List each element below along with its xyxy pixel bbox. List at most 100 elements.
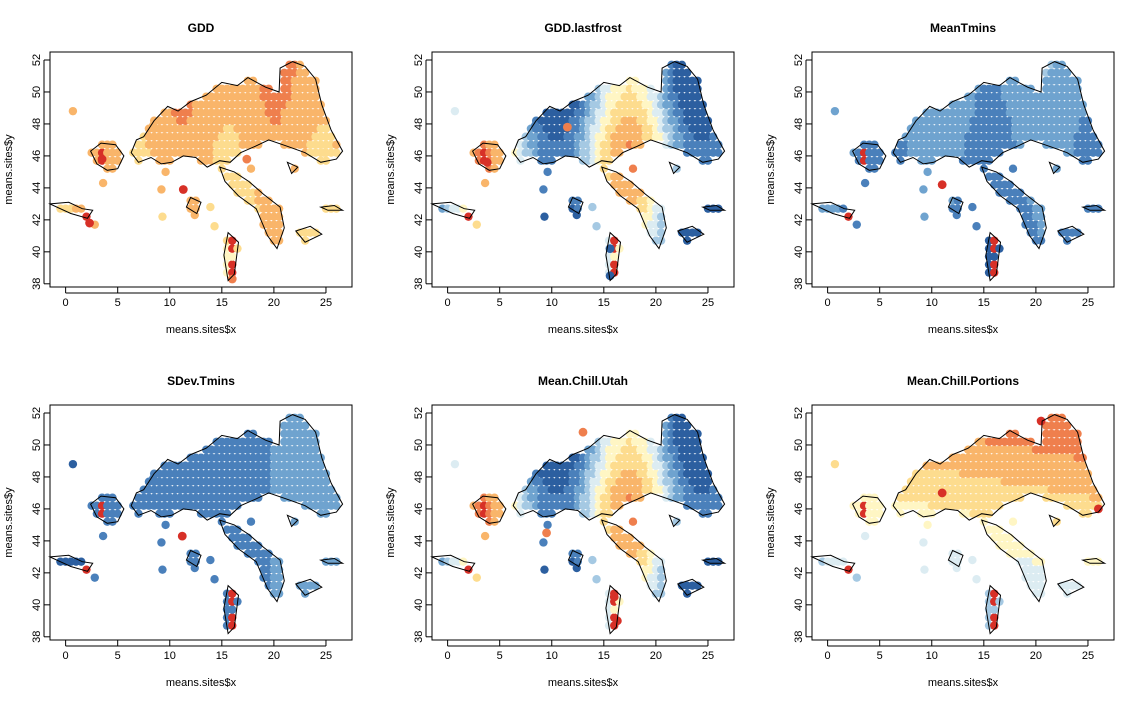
site-point bbox=[206, 202, 215, 212]
x-tick-label: 5 bbox=[877, 297, 883, 309]
site-point bbox=[615, 172, 624, 181]
site-point bbox=[714, 148, 723, 157]
site-point bbox=[995, 172, 1004, 181]
site-point-emphasis bbox=[227, 274, 237, 284]
coastline bbox=[892, 61, 1106, 168]
panel-title: SDev.Tmins bbox=[167, 374, 235, 388]
site-point bbox=[870, 517, 879, 526]
site-point bbox=[228, 260, 237, 269]
site-point bbox=[530, 121, 540, 130]
site-point bbox=[246, 517, 256, 526]
site-point bbox=[464, 212, 473, 221]
site-point bbox=[254, 188, 263, 197]
site-point-emphasis bbox=[937, 180, 947, 190]
y-tick-label: 40 bbox=[413, 599, 425, 611]
y-tick-label: 52 bbox=[413, 54, 425, 66]
site-point bbox=[1073, 445, 1082, 454]
site-point bbox=[1062, 421, 1072, 430]
site-point bbox=[311, 92, 320, 101]
site-point bbox=[896, 156, 905, 165]
site-point bbox=[148, 474, 158, 483]
site-point bbox=[157, 185, 166, 194]
coastline bbox=[600, 166, 667, 250]
site-point bbox=[628, 517, 638, 526]
coastline bbox=[605, 584, 622, 635]
y-axis-label: means.sites$y bbox=[385, 487, 397, 558]
site-point bbox=[1036, 589, 1046, 598]
site-point bbox=[573, 196, 582, 205]
site-point bbox=[540, 212, 549, 221]
site-point bbox=[990, 589, 999, 598]
x-tick-label: 15 bbox=[216, 650, 228, 662]
site-point bbox=[852, 220, 861, 229]
site-point bbox=[588, 202, 597, 212]
site-point bbox=[148, 121, 158, 130]
site-points bbox=[56, 413, 341, 630]
site-point bbox=[495, 148, 504, 157]
site-points bbox=[818, 413, 1103, 630]
x-tick-label: 15 bbox=[598, 650, 610, 662]
site-point bbox=[1073, 581, 1082, 590]
site-point bbox=[516, 509, 525, 518]
y-tick-label: 38 bbox=[31, 278, 43, 290]
site-point bbox=[158, 565, 167, 574]
site-point bbox=[321, 156, 331, 165]
coastline bbox=[512, 61, 726, 168]
site-point-emphasis bbox=[578, 427, 588, 437]
site-point bbox=[222, 156, 232, 165]
site-point bbox=[316, 461, 325, 470]
site-point-emphasis bbox=[562, 122, 572, 132]
site-point bbox=[530, 474, 540, 483]
site-point bbox=[540, 565, 549, 574]
site-point bbox=[1036, 236, 1046, 245]
site-point bbox=[1016, 188, 1025, 197]
site-point bbox=[860, 178, 870, 188]
plot-frame bbox=[811, 404, 1115, 641]
site-point bbox=[113, 501, 122, 510]
site-point bbox=[539, 185, 548, 194]
x-tick-label: 20 bbox=[650, 297, 662, 309]
coastline bbox=[89, 142, 125, 171]
site-point bbox=[68, 459, 78, 469]
site-point bbox=[830, 459, 840, 469]
site-point bbox=[1088, 132, 1098, 141]
site-point bbox=[875, 509, 884, 518]
site-point bbox=[464, 565, 473, 574]
y-tick-label: 40 bbox=[793, 599, 805, 611]
site-point bbox=[108, 164, 117, 173]
x-axis-label: means.sites$x bbox=[166, 324, 237, 336]
coastline bbox=[218, 519, 285, 603]
coastline bbox=[567, 196, 584, 215]
coastline bbox=[223, 231, 240, 282]
coastline bbox=[892, 414, 1106, 521]
site-point bbox=[233, 501, 242, 510]
coastline bbox=[294, 578, 323, 596]
site-point bbox=[1062, 589, 1072, 598]
site-point bbox=[953, 549, 962, 558]
site-point bbox=[656, 228, 666, 237]
site-point bbox=[830, 106, 840, 116]
site-point bbox=[972, 575, 981, 584]
site-point bbox=[228, 236, 237, 245]
y-tick-label: 50 bbox=[413, 439, 425, 451]
site-point bbox=[625, 533, 635, 542]
coastline bbox=[1048, 514, 1061, 528]
site-point bbox=[539, 538, 548, 547]
site-point bbox=[274, 236, 284, 245]
site-point bbox=[98, 178, 108, 188]
y-tick-label: 50 bbox=[31, 86, 43, 98]
site-point bbox=[134, 509, 143, 518]
site-point bbox=[300, 589, 310, 598]
x-axis-label: means.sites$x bbox=[548, 324, 619, 336]
site-point bbox=[615, 501, 624, 510]
y-tick-label: 40 bbox=[793, 246, 805, 258]
site-point bbox=[1078, 461, 1087, 470]
x-tick-label: 5 bbox=[115, 650, 121, 662]
site-point bbox=[714, 501, 723, 510]
site-point bbox=[682, 236, 692, 245]
coastline bbox=[947, 549, 964, 568]
site-point bbox=[656, 581, 666, 590]
coastline bbox=[185, 196, 202, 215]
site-point bbox=[191, 196, 200, 205]
site-point bbox=[953, 196, 962, 205]
